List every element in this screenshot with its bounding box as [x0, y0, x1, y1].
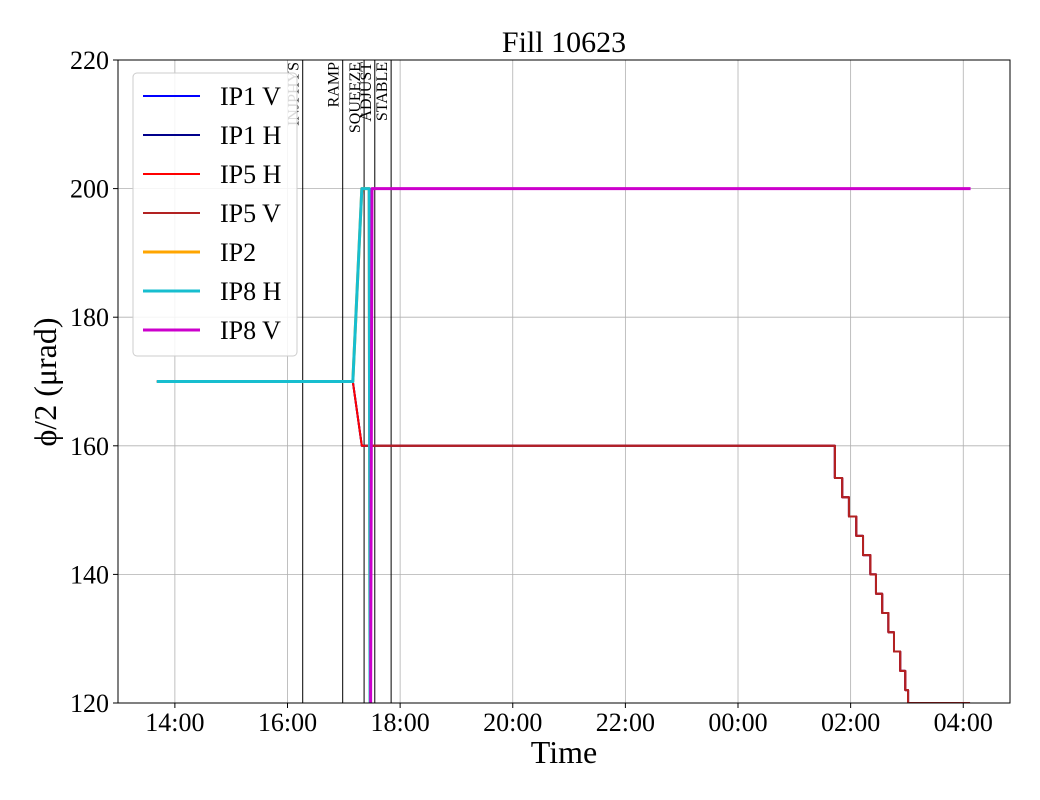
- x-tick-label: 22:00: [596, 708, 655, 737]
- legend-label: IP8 V: [220, 316, 281, 345]
- event-label: SQUEEZE: [347, 62, 364, 133]
- x-tick-label: 16:00: [258, 708, 317, 737]
- legend-label: IP2: [220, 238, 256, 267]
- plot-frame: [117, 59, 1011, 704]
- y-tick-label: 160: [70, 432, 109, 461]
- y-axis-label: ϕ/2 (μrad): [27, 317, 63, 446]
- legend-label: IP5 V: [220, 199, 281, 228]
- y-tick-label: 220: [70, 46, 109, 75]
- series-line: [156, 380, 971, 703]
- y-tick-label: 200: [70, 175, 109, 204]
- x-tick-label: 00:00: [708, 708, 767, 737]
- x-tick-label: 18:00: [371, 708, 430, 737]
- legend-label: IP1 V: [220, 82, 281, 111]
- y-tick-label: 120: [70, 689, 109, 718]
- series-line: [365, 444, 971, 703]
- plot-area: [156, 187, 971, 703]
- event-label: ADJUST: [358, 62, 375, 122]
- legend-label: IP8 H: [220, 277, 282, 306]
- event-label: RAMP: [326, 62, 343, 107]
- x-tick-label: 04:00: [934, 708, 993, 737]
- series-line: [369, 187, 971, 703]
- y-tick-label: 140: [70, 560, 109, 589]
- chart-title: Fill 10623: [502, 26, 626, 59]
- series-line: [156, 380, 971, 703]
- x-tick-label: 20:00: [483, 708, 542, 737]
- x-tick-label: 02:00: [821, 708, 880, 737]
- legend-label: IP1 H: [220, 121, 282, 150]
- x-axis-label: Time: [531, 734, 597, 770]
- y-tick-label: 180: [70, 303, 109, 332]
- legend-box: [132, 72, 298, 357]
- event-label: STABLE: [374, 62, 391, 121]
- series-line: [156, 187, 372, 703]
- x-tick-label: 14:00: [145, 708, 204, 737]
- series-line: [156, 380, 971, 703]
- legend-label: IP5 H: [220, 160, 282, 189]
